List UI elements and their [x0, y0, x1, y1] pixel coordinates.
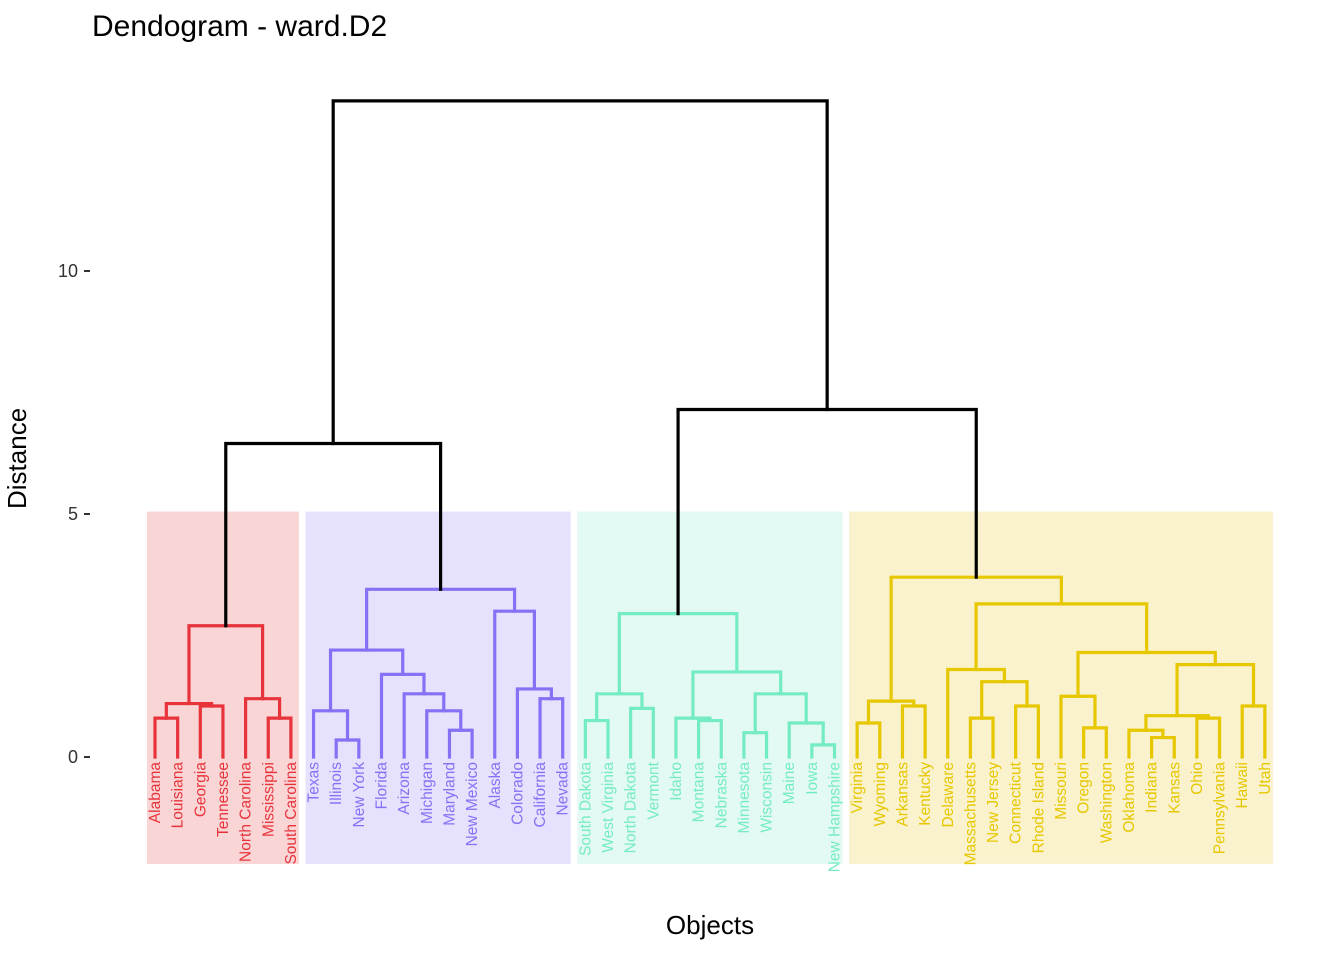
leaf-label: South Dakota: [577, 762, 594, 856]
y-tick-label: 10: [58, 261, 78, 281]
leaf-label: Rhode Island: [1030, 762, 1047, 853]
y-tick-label: 5: [68, 504, 78, 524]
cluster-rect-layer: [147, 511, 1273, 864]
x-axis-label: Objects: [665, 910, 755, 940]
leaf-label: Indiana: [1144, 762, 1161, 813]
leaf-label: Montana: [691, 762, 708, 823]
leaf-label: Iowa: [804, 762, 821, 795]
chart-title: Dendogram - ward.D2: [92, 10, 388, 43]
leaf-label: Alaska: [487, 762, 504, 809]
leaf-label: Missouri: [1053, 762, 1070, 820]
leaf-label: Arkansas: [894, 762, 911, 827]
leaf-label: Wyoming: [872, 762, 889, 826]
leaf-label: Oklahoma: [1121, 762, 1138, 833]
y-axis: 0 5 10: [58, 261, 90, 767]
leaf-label: Pennsylvania: [1212, 762, 1229, 855]
leaf-label: Colorado: [509, 762, 526, 825]
leaf-label: Ohio: [1189, 762, 1206, 795]
leaf-label: North Carolina: [238, 762, 255, 862]
leaf-label: Texas: [306, 762, 323, 803]
leaf-label: North Dakota: [623, 762, 640, 854]
leaf-label: Michigan: [419, 762, 436, 824]
cluster-rect-4: [849, 511, 1273, 864]
leaf-label: Oregon: [1076, 762, 1093, 814]
branch-49: [331, 99, 829, 446]
leaf-label: Nebraska: [713, 762, 730, 829]
leaf-label: Nevada: [555, 762, 572, 816]
leaf-label: Kentucky: [917, 762, 934, 826]
leaf-label: New Jersey: [985, 762, 1002, 843]
leaf-label: Florida: [374, 762, 391, 810]
leaf-label: Idaho: [668, 762, 685, 801]
leaf-label: Vermont: [645, 761, 662, 819]
leaf-label: Washington: [1098, 762, 1115, 843]
leaf-label: Massachusetts: [962, 762, 979, 866]
leaf-label: Arizona: [396, 762, 413, 815]
branch-layer: [153, 99, 1267, 759]
leaf-label: West Virginia: [600, 762, 617, 853]
cluster-rect-1: [147, 511, 299, 864]
leaf-label: Connecticut: [1008, 761, 1025, 844]
leaf-label: Mississippi: [260, 762, 277, 837]
leaf-label: Illinois: [328, 762, 345, 805]
leaf-label: South Carolina: [283, 762, 300, 865]
leaf-label: Minnesota: [736, 762, 753, 834]
leaf-label: Maine: [781, 762, 798, 804]
leaf-label: Delaware: [940, 762, 957, 827]
leaf-label: Hawaii: [1234, 762, 1251, 809]
leaf-label: Georgia: [192, 762, 209, 818]
leaf-label: California: [532, 762, 549, 828]
leaf-label: Wisconsin: [759, 762, 776, 833]
leaf-label: Utah: [1257, 762, 1274, 795]
leaf-label: Tennessee: [215, 762, 232, 837]
cluster-rect-3: [577, 511, 843, 864]
leaf-label: Kansas: [1166, 762, 1183, 814]
leaf-label: Maryland: [441, 762, 458, 826]
leaf-label: New Mexico: [464, 762, 481, 846]
leaf-label: Alabama: [147, 762, 164, 824]
leaf-label: New Hampshire: [827, 762, 844, 872]
leaf-label-layer: Alabama Louisiana Georgia Tennessee North Ca…: [147, 761, 1274, 872]
leaf-label: Virginia: [849, 762, 866, 814]
y-tick-label: 0: [68, 747, 78, 767]
leaf-label: New York: [351, 762, 368, 828]
leaf-label: Louisiana: [170, 762, 187, 829]
